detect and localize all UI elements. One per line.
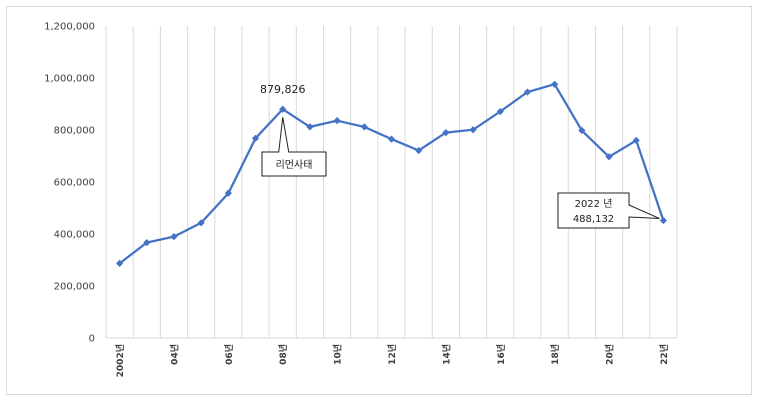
data-point	[496, 107, 504, 116]
x-tick-label: 2002년	[114, 344, 126, 377]
x-tick-label: 10년	[332, 344, 344, 365]
x-tick-label: 22년	[658, 344, 670, 365]
y-tick-label: 1,000,000	[44, 74, 95, 85]
data-point	[360, 123, 368, 131]
data-point	[115, 259, 124, 267]
data-point	[197, 219, 205, 227]
y-tick-label: 400,000	[54, 230, 95, 241]
last-callout: 2022 년 488,132	[557, 192, 660, 229]
x-tick-label: 12년	[386, 344, 398, 365]
data-point	[605, 153, 613, 161]
x-tick-label: 18년	[549, 344, 561, 365]
x-tick-label: 08년	[277, 344, 289, 365]
x-tick-label: 20년	[604, 344, 616, 365]
data-point	[333, 117, 341, 125]
peak-callout-label: 리먼사태	[276, 159, 313, 171]
y-tick-label: 600,000	[54, 178, 95, 189]
peak-value-label: 879,826	[260, 83, 306, 96]
data-point	[170, 233, 178, 241]
y-tick-label: 800,000	[54, 126, 95, 137]
data-point	[415, 146, 423, 155]
data-point	[306, 123, 314, 131]
last-callout-value: 488,132	[573, 214, 614, 225]
data-point	[387, 135, 396, 143]
last-callout-year: 2022 년	[575, 198, 613, 210]
peak-callout: 리먼사태	[261, 117, 327, 177]
data-point	[551, 80, 559, 88]
y-axis: 0 200,000 400,000 600,000 800,000 1,000,000 1,…	[44, 22, 95, 345]
data-point	[578, 126, 586, 135]
data-point	[469, 126, 477, 134]
x-tick-label: 06년	[223, 344, 235, 365]
y-tick-label: 0	[89, 334, 95, 345]
peak-callout-box	[261, 117, 327, 177]
data-point	[523, 88, 532, 96]
x-tick-label: 16년	[495, 344, 507, 365]
y-tick-label: 1,200,000	[44, 22, 95, 33]
data-point	[659, 216, 668, 225]
vertical-gridlines	[105, 26, 678, 338]
data-point	[251, 134, 260, 142]
data-point	[632, 136, 640, 144]
data-point	[279, 105, 287, 113]
series-markers	[115, 80, 668, 267]
x-tick-label: 04년	[168, 344, 180, 365]
data-point	[143, 238, 151, 247]
data-point	[442, 129, 450, 137]
last-callout-box	[557, 192, 660, 229]
y-tick-label: 200,000	[54, 282, 95, 293]
x-tick-label: 14년	[440, 344, 452, 365]
data-point	[224, 189, 232, 197]
x-axis: 2002년 04년 06년 08년 10년 12년 14년 16년 18년 20년 22년	[106, 337, 677, 377]
series-line	[118, 82, 665, 265]
